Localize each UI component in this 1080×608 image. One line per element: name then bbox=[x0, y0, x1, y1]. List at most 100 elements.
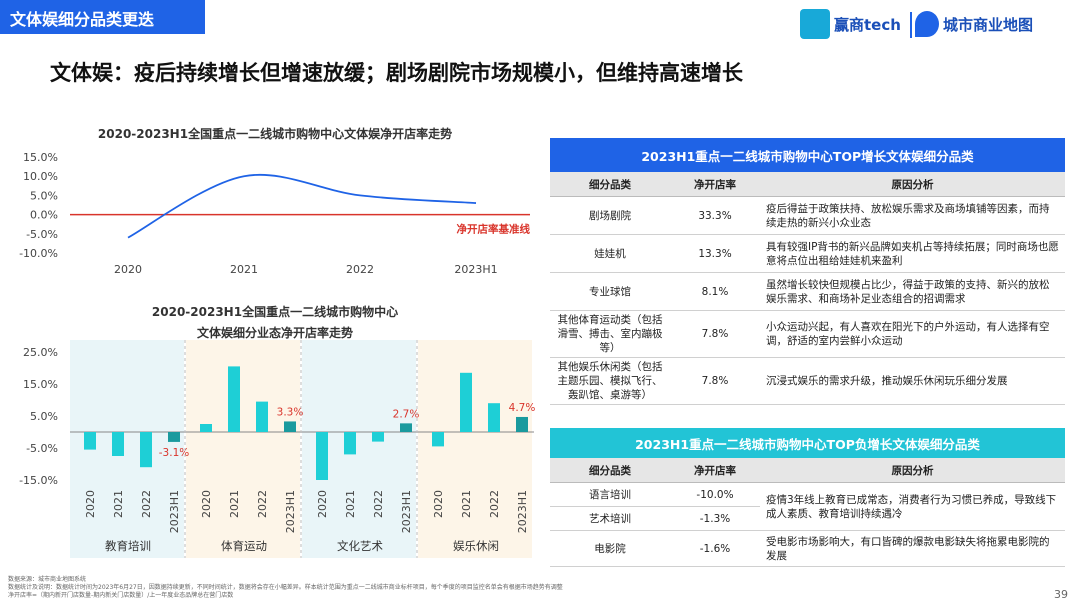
cell-category: 剧场剧院 bbox=[550, 196, 670, 235]
x-tick-label: 2023H1 bbox=[516, 490, 529, 533]
cell-reason: 疫后得益于政策扶持、放松娱乐需求及商场填铺等因素，而持续走热的新兴小众业态 bbox=[760, 196, 1065, 235]
bar bbox=[460, 372, 472, 432]
cell-category: 娃娃机 bbox=[550, 234, 670, 273]
bar bbox=[516, 416, 528, 432]
line-chart: 15.0% 10.0% 5.0% 0.0% -5.0% -10.0% 净开店率基准线 2020… bbox=[19, 151, 531, 276]
bar bbox=[372, 432, 384, 442]
yingshang-tech-logo: 赢商tech bbox=[800, 8, 901, 40]
col-reason: 原因分析 bbox=[760, 172, 1065, 197]
bar bbox=[200, 424, 212, 432]
x-tick-label: 2022 bbox=[488, 490, 501, 518]
table-row: 其他体育运动类（包括滑雪、搏击、室内蹦极等） 7.8% 小众运动兴起，有人喜欢在阳光… bbox=[550, 310, 1065, 358]
x-tick-label: 2021 bbox=[344, 490, 357, 518]
footnote-formula: 净开店率=（期内新开门店数量-期内新关门店数量）/上一年度业态品牌总在营门店数 bbox=[8, 592, 234, 599]
x-tick-label: 2020 bbox=[114, 263, 142, 276]
bar bbox=[228, 366, 240, 432]
x-tick-label: 2021 bbox=[230, 263, 258, 276]
table-row: 艺术培训 -1.3% bbox=[550, 506, 1065, 531]
top-decline-table: 2023H1重点一二线城市购物中心TOP负增长文体娱细分品类 细分品类 净开店率… bbox=[550, 428, 1065, 567]
footnote-source: 数据来源：城市商业地图系统 bbox=[8, 576, 87, 583]
table-row: 娃娃机 13.3% 具有较强IP背书的新兴品牌如夹机占等持续拓展；同时商场也愿意将点… bbox=[550, 234, 1065, 273]
cell-reason: 疫情3年线上教育已成常态，消费者行为习惯已养成，导致线下成人素质、教育培训持续遇… bbox=[760, 482, 1065, 531]
x-tick-label: 2020 bbox=[316, 490, 329, 518]
data-label: 4.7% bbox=[509, 402, 536, 414]
x-tick-label: 2021 bbox=[460, 490, 473, 518]
data-label: -3.1% bbox=[159, 447, 189, 459]
top-table-title: 2023H1重点一二线城市购物中心TOP增长文体娱细分品类 bbox=[550, 138, 1065, 172]
bottom-table-title: 2023H1重点一二线城市购物中心TOP负增长文体娱细分品类 bbox=[550, 428, 1065, 458]
page-number: 39 bbox=[1054, 588, 1068, 601]
bar bbox=[432, 432, 444, 447]
y-tick-label: -5.0% bbox=[26, 442, 58, 455]
group-label: 体育运动 bbox=[221, 539, 267, 553]
x-tick-label: 2022 bbox=[256, 490, 269, 518]
bar bbox=[400, 423, 412, 432]
col-category: 细分品类 bbox=[550, 172, 670, 197]
section-tag-text: 文体娱细分品类更迭 bbox=[10, 10, 155, 29]
cell-category: 艺术培训 bbox=[550, 506, 670, 531]
y-tick-label: 25.0% bbox=[23, 346, 58, 359]
cell-reason: 具有较强IP背书的新兴品牌如夹机占等持续拓展；同时商场也愿意将点位出租给娃娃机来… bbox=[760, 234, 1065, 273]
x-tick-label: 2023H1 bbox=[400, 490, 413, 533]
logo2-text: 城市商业地图 bbox=[943, 15, 1034, 34]
cell-category: 专业球馆 bbox=[550, 272, 670, 311]
x-tick-label: 2022 bbox=[140, 490, 153, 518]
x-tick-label: 2022 bbox=[346, 263, 374, 276]
cell-rate: 33.3% bbox=[670, 196, 760, 235]
bar-chart-title-line1: 2020-2023H1全国重点一二线城市购物中心 bbox=[151, 305, 399, 319]
y-tick-label: 0.0% bbox=[30, 209, 58, 222]
logo1-text: 赢商tech bbox=[834, 15, 901, 34]
cell-reason: 虽然增长较快但规模占比少，得益于政策的支持、新兴的放松娱乐需求、和商场补足业态组… bbox=[760, 272, 1065, 311]
table-row: 语言培训 -10.0% 疫情3年线上教育已成常态，消费者行为习惯已养成，导致线下… bbox=[550, 482, 1065, 531]
cell-rate: -1.3% bbox=[670, 506, 760, 531]
cell-reason: 小众运动兴起，有人喜欢在阳光下的户外运动，有人选择有空调，舒适的室内尝鲜小众运动 bbox=[760, 310, 1065, 358]
cell-rate: 7.8% bbox=[670, 310, 760, 358]
bar bbox=[316, 432, 328, 480]
cell-rate: 7.8% bbox=[670, 357, 760, 405]
baseline-label: 净开店率基准线 bbox=[457, 223, 531, 236]
cell-rate: 8.1% bbox=[670, 272, 760, 311]
table-row: 电影院 -1.6% 受电影市场影响大，有口皆碑的爆款电影缺失将拖累电影院的发展 bbox=[550, 530, 1065, 567]
y-tick-label: 5.0% bbox=[30, 189, 58, 202]
data-label: 2.7% bbox=[393, 408, 420, 420]
section-tag: 文体娱细分品类更迭 bbox=[0, 0, 205, 34]
series-line bbox=[127, 173, 477, 239]
bar bbox=[488, 403, 500, 432]
top-growth-table: 2023H1重点一二线城市购物中心TOP增长文体娱细分品类 细分品类 净开店率 … bbox=[550, 138, 1065, 405]
col-rate: 净开店率 bbox=[670, 458, 760, 483]
x-tick-label: 2022 bbox=[372, 490, 385, 518]
cell-rate: -1.6% bbox=[670, 530, 760, 567]
y-tick-label: 15.0% bbox=[23, 151, 58, 164]
y-tick-label: 10.0% bbox=[23, 170, 58, 183]
bar bbox=[344, 432, 356, 455]
table-row: 专业球馆 8.1% 虽然增长较快但规模占比少，得益于政策的支持、新兴的放松娱乐需求、… bbox=[550, 272, 1065, 311]
col-reason: 原因分析 bbox=[760, 458, 1065, 483]
x-tick-label: 2023H1 bbox=[454, 263, 497, 276]
group-background bbox=[186, 340, 300, 558]
bar bbox=[84, 432, 96, 450]
map-pin-icon bbox=[915, 11, 939, 37]
x-tick-label: 2023H1 bbox=[168, 490, 181, 533]
x-tick-label: 2021 bbox=[228, 490, 241, 518]
x-tick-label: 2023H1 bbox=[284, 490, 297, 533]
cell-category: 语言培训 bbox=[550, 482, 670, 507]
table-row: 剧场剧院 33.3% 疫后得益于政策扶持、放松娱乐需求及商场填铺等因素，而持续走热的… bbox=[550, 196, 1065, 235]
y-tick-label: 15.0% bbox=[23, 378, 58, 391]
col-category: 细分品类 bbox=[550, 458, 670, 483]
page-headline: 文体娱：疫后持续增长但增速放缓；剧场剧院市场规模小，但维持高速增长 bbox=[50, 61, 743, 85]
line-chart-title: 2020-2023H1全国重点一二线城市购物中心文体娱净开店率走势 bbox=[97, 127, 453, 141]
cell-rate: -10.0% bbox=[670, 482, 760, 507]
city-map-logo: 城市商业地图 bbox=[915, 8, 1033, 40]
col-rate: 净开店率 bbox=[670, 172, 760, 197]
group-background bbox=[418, 340, 532, 558]
x-tick-label: 2020 bbox=[200, 490, 213, 518]
bar bbox=[284, 421, 296, 432]
y-tick-label: -5.0% bbox=[26, 228, 58, 241]
x-tick-label: 2020 bbox=[84, 490, 97, 518]
group-label: 文化艺术 bbox=[337, 539, 383, 553]
bar bbox=[140, 432, 152, 468]
group-label: 娱乐休闲 bbox=[453, 539, 499, 553]
x-tick-label: 2021 bbox=[112, 490, 125, 518]
y-tick-label: 5.0% bbox=[30, 410, 58, 423]
footnote-method: 数据统计及说明：数据统计时间为2023年6月27日，因数据持续更新，不同时间统计… bbox=[8, 584, 563, 591]
